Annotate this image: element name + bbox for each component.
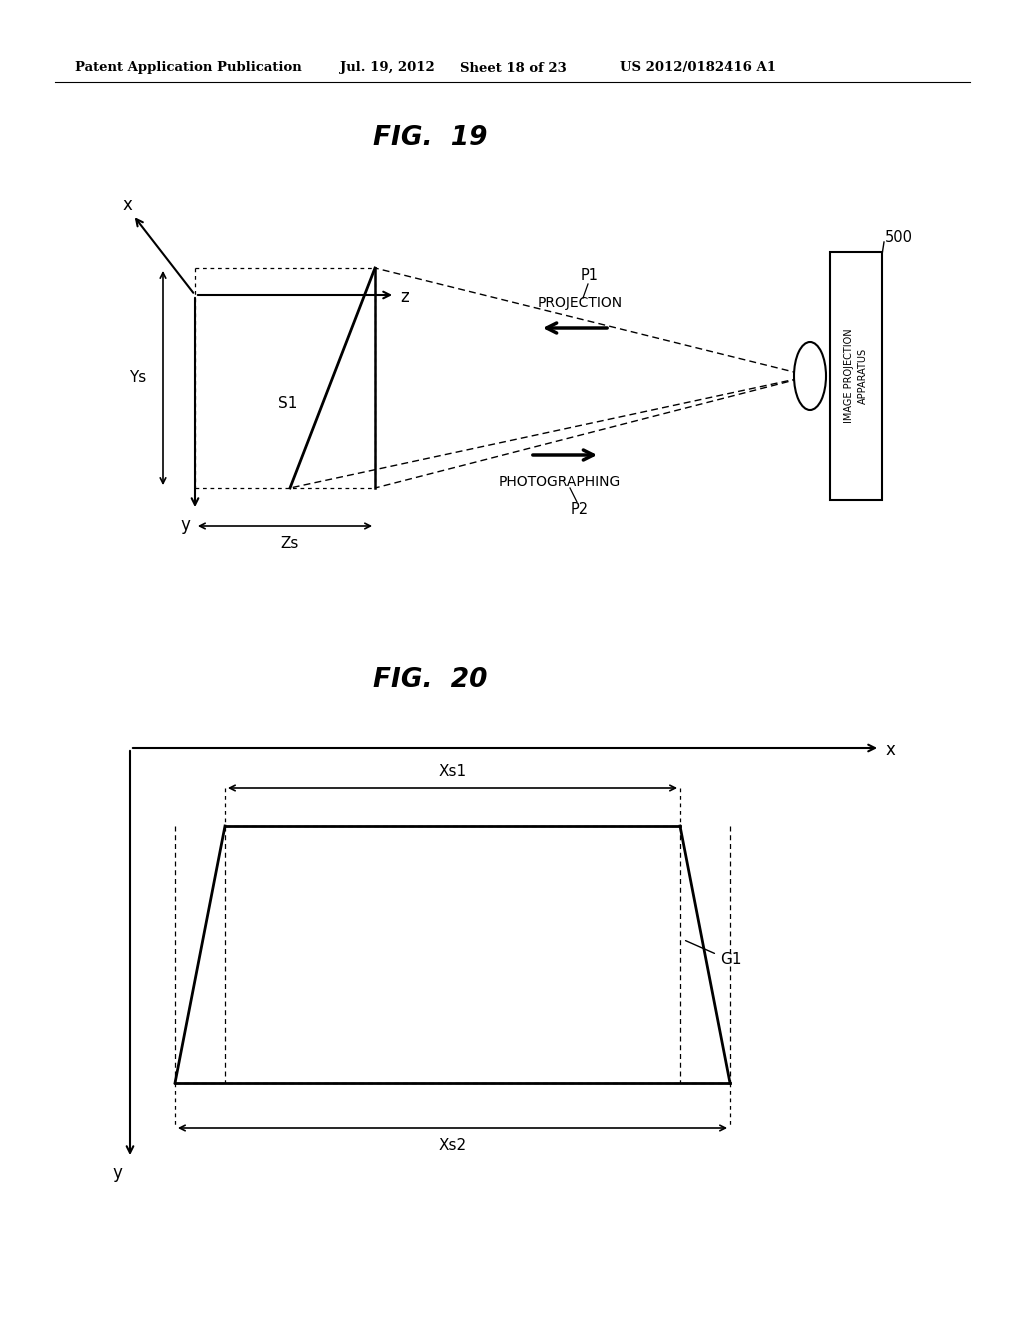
- Text: Sheet 18 of 23: Sheet 18 of 23: [460, 62, 566, 74]
- Text: y: y: [112, 1164, 122, 1181]
- Text: Patent Application Publication: Patent Application Publication: [75, 62, 302, 74]
- Text: x: x: [886, 741, 896, 759]
- Text: P2: P2: [571, 503, 589, 517]
- Text: Zs: Zs: [281, 536, 299, 550]
- Text: Xs1: Xs1: [438, 764, 467, 780]
- Text: IMAGE PROJECTION
APPARATUS: IMAGE PROJECTION APPARATUS: [845, 329, 867, 424]
- Text: Ys: Ys: [129, 371, 146, 385]
- FancyBboxPatch shape: [830, 252, 882, 500]
- Text: US 2012/0182416 A1: US 2012/0182416 A1: [620, 62, 776, 74]
- Text: 500: 500: [885, 230, 913, 244]
- Text: FIG.  20: FIG. 20: [373, 667, 487, 693]
- Text: Jul. 19, 2012: Jul. 19, 2012: [340, 62, 435, 74]
- Text: y: y: [180, 516, 189, 535]
- Text: PHOTOGRAPHING: PHOTOGRAPHING: [499, 475, 622, 488]
- Text: FIG.  19: FIG. 19: [373, 125, 487, 150]
- Text: G1: G1: [720, 952, 741, 968]
- Text: P1: P1: [581, 268, 599, 284]
- Text: x: x: [123, 195, 133, 214]
- Text: z: z: [400, 288, 409, 306]
- Ellipse shape: [794, 342, 826, 411]
- Text: Xs2: Xs2: [438, 1138, 467, 1154]
- Text: S1: S1: [278, 396, 297, 411]
- Text: PROJECTION: PROJECTION: [538, 296, 623, 310]
